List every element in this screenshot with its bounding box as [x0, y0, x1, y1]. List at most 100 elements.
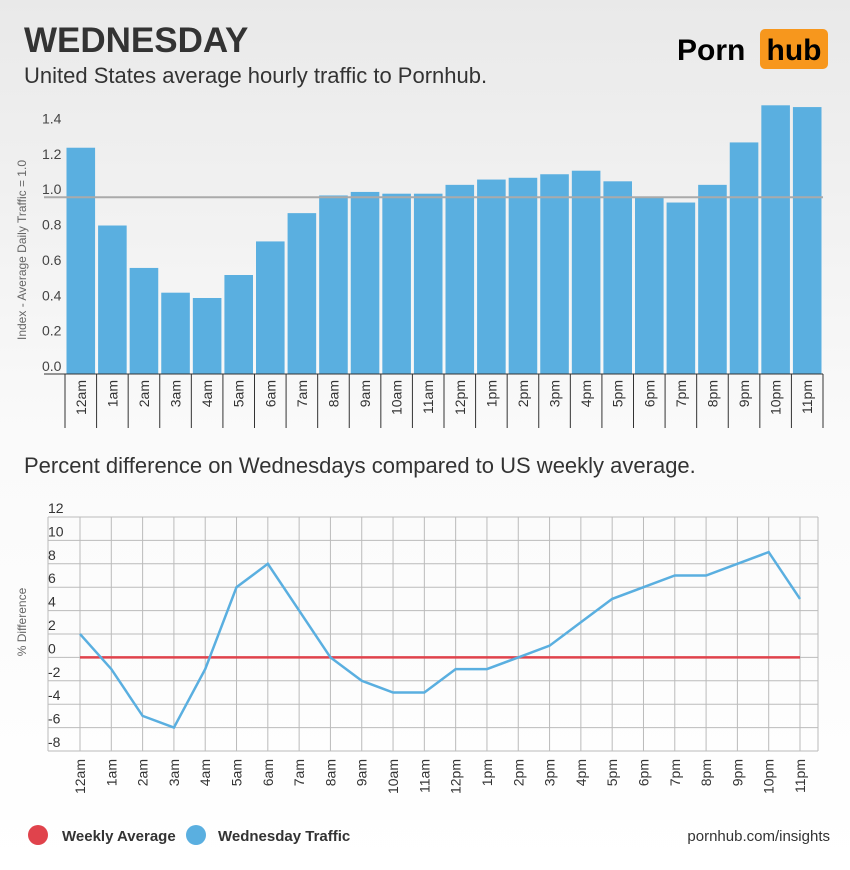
y-tick-label: 8	[48, 547, 56, 563]
title: WEDNESDAY	[24, 21, 248, 60]
y-tick-label: 10	[48, 523, 64, 539]
bar	[603, 181, 632, 374]
bar	[256, 241, 285, 374]
x-tick-label: 11pm	[799, 380, 815, 414]
x-tick-label: 10am	[385, 759, 401, 794]
x-tick-label: 2am	[136, 380, 152, 407]
x-tick-label: 3pm	[547, 380, 563, 407]
x-tick-label: 2am	[135, 759, 151, 786]
bar	[445, 184, 475, 374]
bar	[319, 195, 348, 374]
x-tick-label: 11am	[420, 380, 436, 414]
line-series	[79, 550, 802, 730]
x-tick-label: 12pm	[448, 759, 464, 794]
y-axis-label: % Difference	[15, 587, 29, 656]
x-tick-label: 10pm	[768, 380, 784, 415]
y-tick-label: 6	[48, 570, 56, 586]
x-tick-label: 7pm	[673, 380, 689, 407]
bar	[540, 174, 569, 374]
x-tick-label: 7am	[294, 380, 310, 407]
x-tick-label: 1pm	[479, 759, 495, 786]
logo-text: Porn	[677, 34, 745, 67]
legend-label: Weekly Average	[62, 828, 176, 845]
y-tick-label: -2	[48, 664, 61, 680]
x-tick-label: 2pm	[515, 380, 531, 407]
x-tick-label: 8pm	[704, 380, 720, 407]
bar	[508, 177, 538, 374]
y-tick-label: 0.6	[42, 252, 62, 268]
x-tick-label: 9pm	[729, 759, 745, 786]
bar	[287, 213, 317, 374]
x-tick-label: 11am	[416, 759, 432, 793]
x-tick-label: 4pm	[578, 380, 594, 407]
y-tick-label: 1.0	[42, 181, 62, 197]
x-tick-label: 4am	[199, 380, 215, 407]
y-tick-label: 0	[48, 640, 56, 656]
bar	[98, 225, 127, 374]
x-tick-label: 1am	[104, 380, 120, 407]
x-tick-label: 3am	[166, 759, 182, 786]
x-tick-label: 6am	[262, 380, 278, 407]
x-tick-label: 10pm	[761, 759, 777, 794]
x-tick-label: 9pm	[736, 380, 752, 407]
x-tick-label: 2pm	[510, 759, 526, 786]
y-tick-label: 12	[48, 500, 64, 516]
x-tick-label: 6am	[260, 759, 276, 786]
x-tick-label: 12am	[72, 759, 88, 794]
x-tick-label: 6pm	[641, 380, 657, 407]
x-tick-label: 3pm	[542, 759, 558, 786]
y-tick-label: 1.4	[42, 111, 62, 127]
x-tick-label: 8pm	[698, 759, 714, 786]
y-axis-label: Index - Average Daily Traffic = 1.0	[15, 160, 29, 340]
x-tick-label: 9am	[357, 380, 373, 407]
bar	[66, 147, 96, 374]
y-tick-label: 0.4	[42, 287, 62, 303]
y-tick-label: -4	[48, 687, 61, 703]
bar	[413, 193, 443, 374]
x-tick-label: 4am	[197, 759, 213, 786]
logo-text: hub	[767, 34, 822, 67]
x-tick-label: 5pm	[604, 759, 620, 786]
legend-marker	[186, 825, 206, 845]
bar	[729, 142, 759, 374]
bar	[192, 297, 222, 374]
y-tick-label: 0.0	[42, 358, 62, 374]
x-tick-label: 8am	[322, 759, 338, 786]
y-tick-label: 4	[48, 594, 56, 610]
x-tick-label: 7am	[291, 759, 307, 786]
bar	[350, 191, 380, 374]
logo-box	[760, 29, 828, 69]
bar	[161, 292, 190, 374]
bar	[761, 105, 790, 374]
x-tick-label: 7pm	[667, 759, 683, 786]
x-tick-label: 5am	[229, 759, 245, 786]
source: pornhub.com/insights	[687, 828, 830, 845]
y-tick-label: 0.2	[42, 323, 62, 339]
y-tick-label: -8	[48, 734, 61, 750]
bar	[224, 275, 253, 374]
bar	[792, 107, 822, 374]
x-tick-label: 9am	[354, 759, 370, 786]
bar	[382, 193, 411, 374]
bar	[635, 197, 664, 374]
x-tick-label: 10am	[389, 380, 405, 415]
chart-title: Percent difference on Wednesdays compare…	[24, 453, 696, 478]
x-tick-label: 3am	[168, 380, 184, 407]
x-tick-label: 6pm	[635, 759, 651, 786]
y-tick-label: 1.2	[42, 146, 62, 162]
x-tick-label: 12pm	[452, 380, 468, 415]
y-tick-label: 2	[48, 617, 56, 633]
x-tick-label: 1am	[103, 759, 119, 786]
x-tick-label: 5pm	[610, 380, 626, 407]
legend-marker	[28, 825, 48, 845]
bar	[571, 170, 601, 374]
x-tick-label: 4pm	[573, 759, 589, 786]
bar	[477, 179, 506, 374]
bar	[698, 184, 727, 374]
bar	[129, 267, 159, 374]
x-tick-label: 5am	[231, 380, 247, 407]
x-tick-label: 11pm	[792, 759, 808, 793]
bar	[666, 202, 696, 374]
subtitle: United States average hourly traffic to …	[24, 63, 487, 88]
